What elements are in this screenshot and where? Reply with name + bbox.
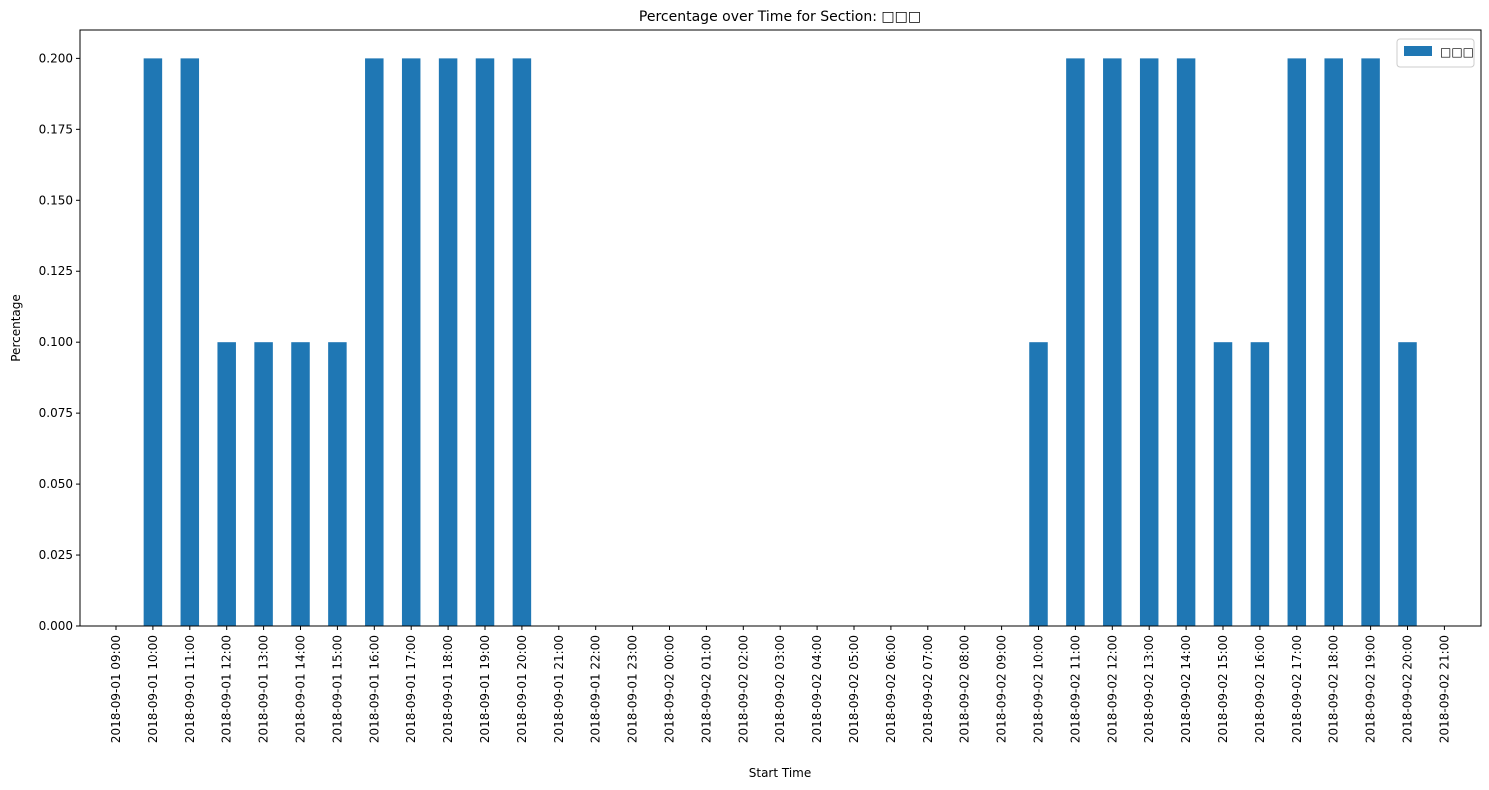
x-tick-label: 2018-09-02 11:00 [1068,635,1082,743]
x-tick-label: 2018-09-02 21:00 [1437,635,1451,743]
legend: □□□ [1396,38,1475,68]
y-axis-label: Percentage [9,294,23,362]
x-tick-label: 2018-09-02 18:00 [1327,635,1341,743]
y-tick-label: 0.000 [39,619,73,633]
x-tick-label: 2018-09-02 02:00 [736,635,750,743]
y-tick-label: 0.125 [39,264,73,278]
y-tick-label: 0.100 [39,335,73,349]
legend-swatch [1404,46,1432,56]
x-tick-label: 2018-09-01 10:00 [146,635,160,743]
bar [143,58,163,626]
x-tick-label: 2018-09-02 09:00 [995,635,1009,743]
x-tick-label: 2018-09-01 18:00 [441,635,455,743]
bar [1398,342,1417,626]
bar [1176,58,1196,626]
bar [512,58,532,626]
x-tick-label: 2018-09-02 19:00 [1364,635,1378,743]
x-tick-label: 2018-09-01 19:00 [478,635,492,743]
x-tick-label: 2018-09-02 13:00 [1142,635,1156,743]
x-tick-label: 2018-09-02 10:00 [1032,635,1046,743]
x-tick-label: 2018-09-02 16:00 [1253,635,1267,743]
bar [1361,58,1380,626]
bar [1103,58,1122,626]
bar [217,342,236,626]
y-tick-label: 0.200 [39,51,73,65]
x-tick-label: 2018-09-01 21:00 [552,635,566,743]
x-tick-label: 2018-09-01 22:00 [589,635,603,743]
x-tick-label: 2018-09-02 07:00 [921,635,935,743]
x-tick-label: 2018-09-02 04:00 [810,635,824,743]
x-tick-label: 2018-09-02 08:00 [958,635,972,743]
x-tick-label: 2018-09-01 17:00 [404,635,418,743]
bar [1139,58,1159,626]
bar [1287,58,1307,626]
x-tick-label: 2018-09-01 20:00 [515,635,529,743]
bar [291,342,310,626]
x-tick-label: 2018-09-02 03:00 [773,635,787,743]
x-tick-label: 2018-09-02 15:00 [1216,635,1230,743]
y-tick-label: 0.025 [39,548,73,562]
x-tick-label: 2018-09-01 12:00 [220,635,234,743]
bar [1250,342,1270,626]
bar [1029,342,1048,626]
x-axis: 2018-09-01 09:00 2018-09-01 10:00 2018-09-… [109,626,1451,743]
x-tick-label: 2018-09-02 12:00 [1105,635,1119,743]
plot-frame [79,29,1482,627]
x-tick-label: 2018-09-01 23:00 [626,635,640,743]
bar [475,58,495,626]
bar [254,342,273,626]
legend-label: □□□ [1440,45,1474,59]
x-tick-label: 2018-09-01 13:00 [257,635,271,743]
bar [328,342,347,626]
y-tick-label: 0.050 [39,477,73,491]
x-tick-label: 2018-09-01 11:00 [183,635,197,743]
y-axis: 0.000 0.025 0.050 0.075 0.100 0.125 0.150 0.175… [39,51,80,633]
bar [438,58,458,626]
x-axis-label: Start Time [749,766,812,780]
x-tick-label: 2018-09-02 20:00 [1401,635,1415,743]
bars-group [143,58,1417,626]
bar [1066,58,1085,626]
x-tick-label: 2018-09-02 06:00 [884,635,898,743]
x-tick-label: 2018-09-02 05:00 [847,635,861,743]
x-tick-label: 2018-09-02 01:00 [699,635,713,743]
y-tick-label: 0.075 [39,406,73,420]
x-tick-label: 2018-09-01 14:00 [294,635,308,743]
bar [401,58,421,626]
bar [1213,342,1233,626]
x-tick-label: 2018-09-01 16:00 [367,635,381,743]
y-tick-label: 0.175 [39,122,73,136]
bar [180,58,200,626]
x-tick-label: 2018-09-02 14:00 [1179,635,1193,743]
x-tick-label: 2018-09-01 09:00 [109,635,123,743]
y-tick-label: 0.150 [39,193,73,207]
bar [365,58,384,626]
bar [1324,58,1343,626]
x-tick-label: 2018-09-02 17:00 [1290,635,1304,743]
chart-title: Percentage over Time for Section: □□□ [639,9,921,25]
x-tick-label: 2018-09-01 15:00 [330,635,344,743]
x-tick-label: 2018-09-02 00:00 [663,635,677,743]
